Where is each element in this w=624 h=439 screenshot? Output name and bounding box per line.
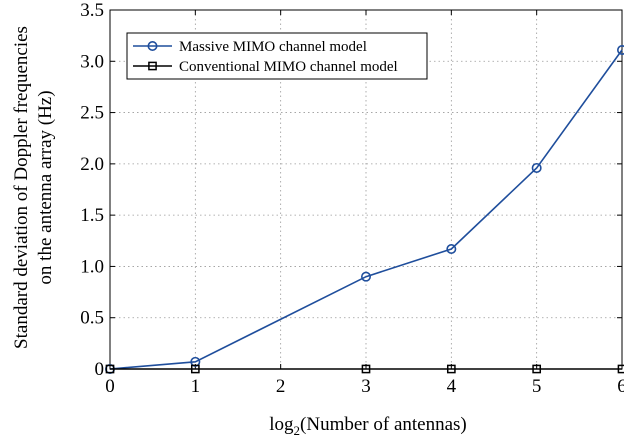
series-lines bbox=[105, 45, 624, 374]
series-line bbox=[109, 49, 623, 370]
x-tick-label: 6 bbox=[617, 376, 624, 397]
x-tick-label: 0 bbox=[105, 376, 115, 397]
legend-item: Massive MIMO channel model bbox=[133, 39, 367, 55]
series-1 bbox=[105, 364, 624, 374]
data-point bbox=[190, 364, 200, 374]
y-tick-label: 3.5 bbox=[80, 0, 104, 21]
x-tick-label: 4 bbox=[447, 376, 457, 397]
data-point bbox=[617, 45, 624, 56]
y-tick-label: 3.0 bbox=[80, 51, 104, 72]
x-tick-label: 1 bbox=[191, 376, 201, 397]
data-point bbox=[531, 162, 542, 173]
legend-label: Massive MIMO channel model bbox=[179, 39, 367, 55]
data-point bbox=[361, 364, 371, 374]
legend-marker bbox=[147, 40, 158, 51]
x-tick-label: 5 bbox=[532, 376, 542, 397]
data-point bbox=[446, 364, 456, 374]
legend-item: Conventional MIMO channel model bbox=[133, 59, 398, 75]
y-tick-label: 0 bbox=[95, 359, 105, 380]
series-0 bbox=[105, 45, 624, 374]
data-point bbox=[532, 364, 542, 374]
data-point bbox=[360, 271, 371, 282]
data-point bbox=[105, 364, 115, 374]
legend-marker bbox=[148, 61, 157, 71]
legend-box bbox=[126, 32, 428, 80]
data-point bbox=[446, 243, 457, 254]
x-axis-label: log2(Number of antennas) bbox=[269, 414, 467, 438]
axis-ticks: 0 1 2 3 4 5 6 0 0.5 1.0 1.5 2.0 2.5 3.0 3.5 bbox=[80, 0, 624, 397]
legend-label: Conventional MIMO channel model bbox=[179, 59, 398, 75]
y-axis-label-line-2: on the antenna array (Hz) bbox=[35, 90, 56, 284]
x-tick-label: 2 bbox=[276, 376, 286, 397]
y-tick-label: 0.5 bbox=[80, 308, 104, 329]
legend: Massive MIMO channel model Conventional M… bbox=[126, 32, 428, 80]
y-tick-label: 2.5 bbox=[80, 103, 104, 124]
y-tick-label: 2.0 bbox=[80, 154, 104, 175]
x-tick-label: 3 bbox=[361, 376, 371, 397]
y-tick-label: 1.0 bbox=[80, 256, 104, 277]
y-axis-label-line-1: Standard deviation of Doppler frequencie… bbox=[11, 26, 32, 349]
data-point bbox=[617, 364, 624, 374]
y-tick-label: 1.5 bbox=[80, 205, 104, 226]
